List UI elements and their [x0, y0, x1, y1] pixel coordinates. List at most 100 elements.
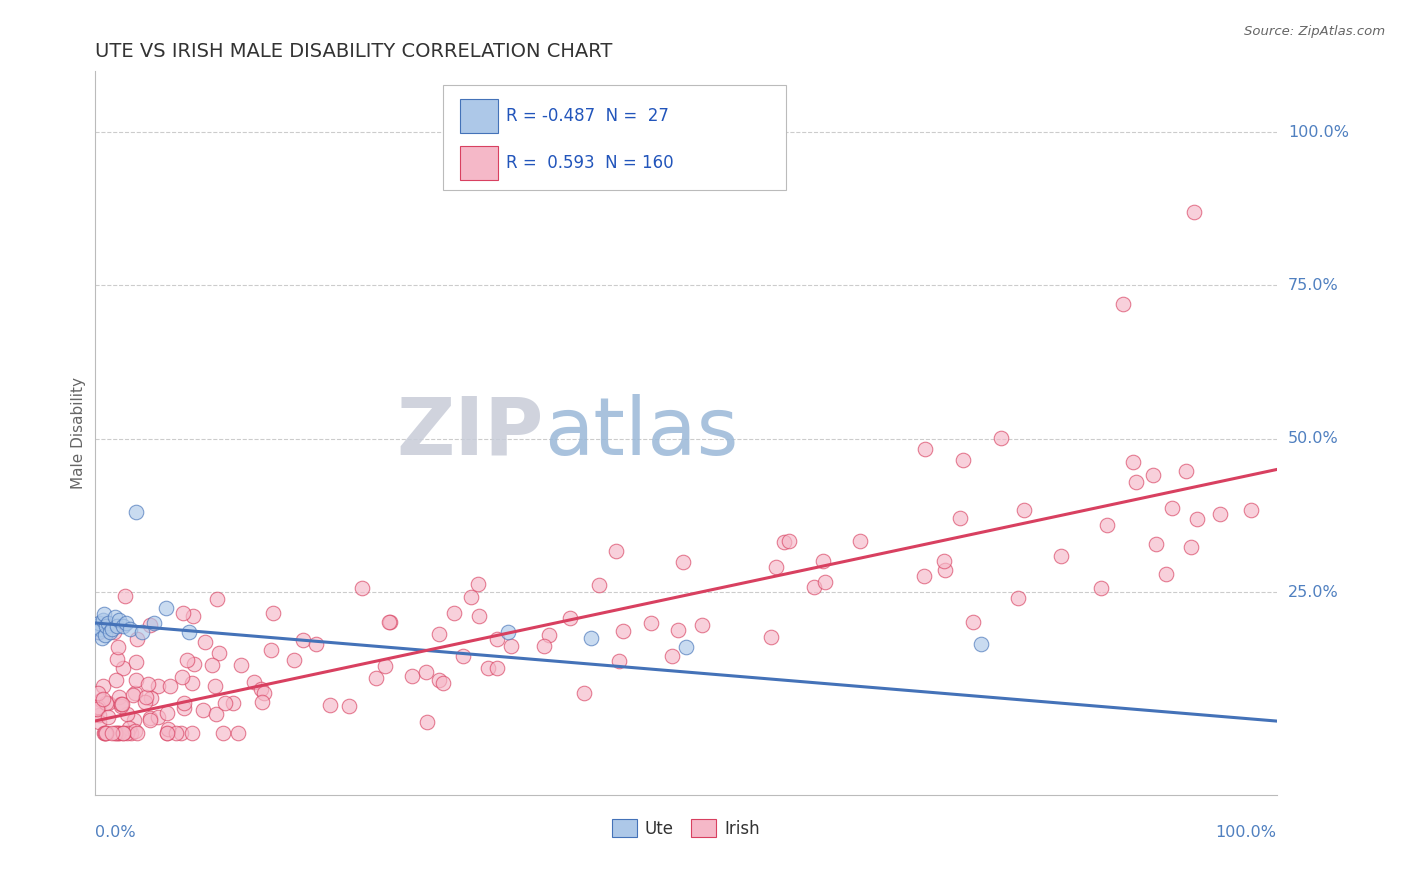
- Point: [588, 578, 610, 592]
- Point: [1095, 517, 1118, 532]
- Point: [477, 660, 499, 674]
- Point: [666, 623, 689, 637]
- Point: [262, 606, 284, 620]
- Point: [962, 615, 984, 629]
- Point: [176, 653, 198, 667]
- Text: 100.0%: 100.0%: [1288, 125, 1348, 139]
- FancyBboxPatch shape: [460, 146, 498, 180]
- Point: [640, 615, 662, 630]
- Point: [1125, 475, 1147, 489]
- Point: [170, 726, 193, 740]
- Point: [159, 679, 181, 693]
- Point: [432, 676, 454, 690]
- Point: [201, 657, 224, 672]
- Point: [89, 622, 111, 636]
- Point: [1161, 500, 1184, 515]
- Text: 100.0%: 100.0%: [1216, 825, 1277, 840]
- Point: [107, 640, 129, 654]
- Point: [146, 679, 169, 693]
- Point: [124, 686, 146, 700]
- Point: [172, 669, 194, 683]
- Point: [337, 698, 360, 713]
- Point: [352, 581, 374, 595]
- Point: [111, 661, 134, 675]
- Point: [115, 615, 138, 630]
- Point: [1144, 537, 1167, 551]
- Point: [661, 648, 683, 663]
- Text: ZIP: ZIP: [396, 393, 544, 472]
- Point: [125, 655, 148, 669]
- Point: [118, 721, 141, 735]
- Point: [813, 554, 835, 568]
- Point: [155, 600, 177, 615]
- Point: [364, 671, 387, 685]
- Point: [131, 625, 153, 640]
- Point: [675, 640, 697, 655]
- Point: [1012, 503, 1035, 517]
- Point: [139, 618, 162, 632]
- Point: [122, 688, 145, 702]
- Point: [260, 643, 283, 657]
- Point: [97, 710, 120, 724]
- Point: [912, 569, 935, 583]
- Point: [139, 711, 162, 725]
- Point: [111, 698, 134, 712]
- Point: [558, 611, 581, 625]
- Point: [135, 690, 157, 704]
- Point: [122, 713, 145, 727]
- FancyBboxPatch shape: [443, 85, 786, 190]
- Point: [486, 661, 509, 675]
- Point: [1154, 567, 1177, 582]
- Point: [243, 675, 266, 690]
- Point: [191, 703, 214, 717]
- Point: [125, 673, 148, 687]
- Point: [115, 707, 138, 722]
- Point: [319, 698, 342, 713]
- Text: 25.0%: 25.0%: [1288, 585, 1339, 599]
- Point: [112, 726, 135, 740]
- Point: [460, 590, 482, 604]
- Point: [136, 676, 159, 690]
- Point: [1185, 512, 1208, 526]
- Text: 0.0%: 0.0%: [94, 825, 135, 840]
- Point: [93, 726, 115, 740]
- Point: [96, 619, 118, 633]
- Point: [93, 607, 115, 621]
- Point: [179, 625, 201, 640]
- Point: [1112, 297, 1135, 311]
- Point: [607, 655, 630, 669]
- Point: [949, 511, 972, 525]
- Text: R =  0.593  N = 160: R = 0.593 N = 160: [506, 154, 673, 172]
- Point: [778, 533, 800, 548]
- Point: [91, 691, 114, 706]
- Point: [108, 726, 131, 740]
- Point: [108, 690, 131, 704]
- Point: [374, 658, 396, 673]
- Point: [1174, 464, 1197, 478]
- Point: [690, 617, 713, 632]
- Point: [124, 723, 146, 738]
- Point: [212, 726, 235, 740]
- Point: [94, 726, 117, 740]
- Point: [156, 726, 179, 740]
- Point: [803, 580, 825, 594]
- Text: 50.0%: 50.0%: [1288, 432, 1339, 446]
- Point: [142, 615, 165, 630]
- Point: [173, 696, 195, 710]
- Point: [990, 431, 1012, 445]
- Point: [1007, 591, 1029, 606]
- Point: [401, 668, 423, 682]
- Point: [814, 575, 837, 590]
- Point: [90, 632, 112, 646]
- Point: [1122, 454, 1144, 468]
- Point: [91, 613, 114, 627]
- Point: [252, 695, 274, 709]
- Point: [104, 673, 127, 688]
- Point: [305, 637, 328, 651]
- Point: [101, 726, 124, 740]
- Point: [378, 615, 401, 629]
- Point: [101, 622, 124, 636]
- Point: [86, 619, 108, 633]
- Point: [91, 679, 114, 693]
- Point: [115, 726, 138, 740]
